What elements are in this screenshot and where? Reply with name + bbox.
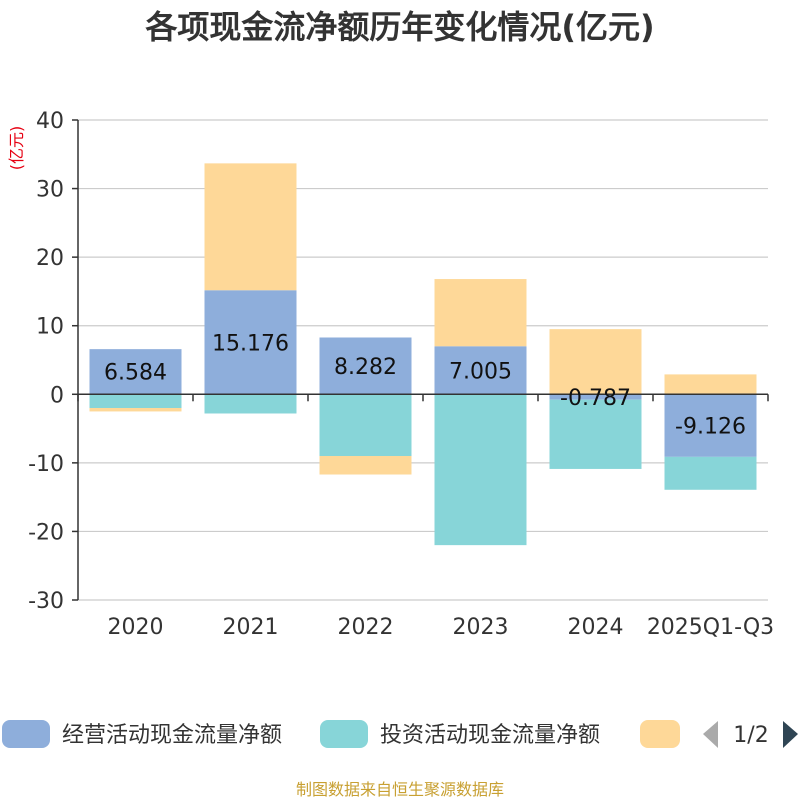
bar-2022-series-0	[319, 337, 412, 395]
y-tick-label: 10	[36, 315, 64, 340]
data-label: 6.584	[104, 361, 167, 386]
bar-2020-series-0	[89, 349, 182, 395]
bar-2025Q1-Q3-series-1	[664, 456, 757, 490]
bar-2024-series-0	[549, 394, 642, 400]
legend-page-indicator: 1/2	[733, 723, 768, 748]
x-tick-label: 2025Q1-Q3	[647, 615, 774, 640]
legend: 经营活动现金流量净额 投资活动现金流量净额 1/2	[2, 720, 798, 748]
bar-2021-series-2	[204, 163, 297, 291]
source-note: 制图数据来自恒生聚源数据库	[296, 780, 504, 799]
legend-swatch	[2, 720, 50, 748]
bar-2024-series-2	[549, 329, 642, 395]
bar-2022-series-1	[319, 394, 412, 456]
y-tick-label: 0	[50, 383, 64, 408]
bar-2021-series-1	[204, 394, 297, 414]
y-ticks: 40 30 20 10 0 -10 -20 -30	[28, 109, 78, 614]
y-tick-label: 40	[36, 109, 64, 134]
y-tick-label: 30	[36, 178, 64, 203]
x-tick-label: 2022	[338, 615, 394, 640]
x-tick-label: 2023	[453, 615, 509, 640]
chart-title: 各项现金流净额历年变化情况(亿元)	[145, 8, 654, 46]
data-label: 7.005	[449, 359, 512, 384]
data-labels: 6.584 15.176 8.282 7.005 -0.787 -9.126	[104, 331, 746, 439]
y-tick-label: -20	[28, 520, 64, 545]
legend-label: 经营活动现金流量净额	[62, 723, 282, 748]
bars	[89, 163, 757, 546]
legend-item[interactable]	[640, 720, 680, 748]
y-tick-label: -10	[28, 452, 64, 477]
bar-2023-series-1	[434, 394, 527, 546]
y-tick-label: 20	[36, 246, 64, 271]
bar-2025Q1-Q3-series-2	[664, 374, 757, 395]
legend-next-icon[interactable]	[783, 721, 798, 748]
x-tick-label: 2024	[568, 615, 624, 640]
axes	[77, 120, 769, 600]
grid-lines	[78, 119, 768, 601]
legend-label: 投资活动现金流量净额	[380, 723, 600, 748]
bar-2020-series-1	[89, 394, 182, 408]
y-tick-label: -30	[28, 589, 64, 614]
legend-item[interactable]: 经营活动现金流量净额	[2, 720, 282, 748]
bar-2023-series-0	[434, 346, 527, 395]
bar-2020-series-2	[89, 408, 182, 412]
legend-swatch	[320, 720, 368, 748]
bar-2025Q1-Q3-series-0	[664, 394, 757, 457]
data-label: -9.126	[675, 415, 746, 440]
data-label: 8.282	[334, 355, 397, 380]
legend-item[interactable]: 投资活动现金流量净额	[320, 720, 600, 748]
bar-2022-series-2	[319, 456, 412, 475]
bar-2023-series-2	[434, 279, 527, 347]
bar-2021-series-0	[204, 290, 297, 395]
data-label: 15.176	[212, 331, 289, 356]
data-label: -0.787	[560, 386, 631, 411]
legend-prev-icon[interactable]	[703, 721, 718, 748]
legend-swatch	[640, 720, 680, 748]
y-axis-unit: (亿元)	[7, 126, 26, 171]
x-tick-label: 2021	[223, 615, 279, 640]
x-ticks: 2020 2021 2022 2023 2024 2025Q1-Q3	[108, 615, 775, 640]
x-tick-label: 2020	[108, 615, 164, 640]
bar-2024-series-1	[549, 399, 642, 469]
